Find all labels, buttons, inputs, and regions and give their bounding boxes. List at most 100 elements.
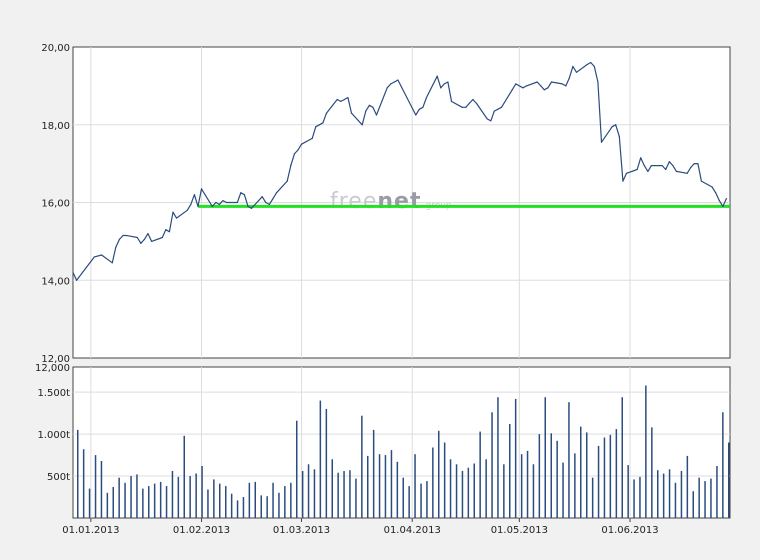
volume-bar <box>183 435 185 518</box>
price-point <box>268 203 270 206</box>
price-point <box>636 168 638 171</box>
price-point <box>143 238 146 241</box>
price-point <box>615 124 617 126</box>
volume-bar <box>432 447 434 518</box>
volume-bar <box>550 433 552 518</box>
volume-bar <box>520 454 523 518</box>
volume-bar <box>680 471 683 518</box>
price-point <box>511 89 513 91</box>
price-point <box>640 157 642 159</box>
price-point <box>622 180 624 182</box>
volume-bar <box>556 440 558 518</box>
volume-y-tick-label: 1.500t <box>37 388 70 399</box>
price-point <box>172 211 174 213</box>
x-tick-label: 01.06.2013 <box>601 525 658 536</box>
volume-bar <box>414 454 416 518</box>
price-point <box>340 100 342 103</box>
price-point <box>390 83 392 85</box>
price-point <box>697 163 699 165</box>
volume-bar <box>704 481 706 518</box>
volume-bar <box>532 464 535 518</box>
price-point <box>250 207 253 209</box>
price-point <box>515 83 517 85</box>
volume-bar <box>455 464 458 518</box>
volume-bar <box>177 476 180 518</box>
price-point <box>422 106 424 108</box>
price-point <box>240 192 242 194</box>
price-point <box>468 102 470 104</box>
price-point <box>418 108 420 110</box>
volume-bar <box>82 449 85 518</box>
volume-bar <box>88 488 91 518</box>
price-point <box>443 83 445 85</box>
price-point <box>597 81 599 83</box>
x-tick-label: 01.03.2013 <box>273 525 330 536</box>
volume-bar <box>242 497 245 518</box>
price-point <box>590 61 592 64</box>
volume-bar <box>195 473 197 518</box>
price-point <box>393 81 395 83</box>
price-point <box>286 180 288 182</box>
price-point <box>722 205 724 207</box>
volume-bar <box>290 482 292 518</box>
volume-bar <box>722 412 724 518</box>
price-point <box>611 126 613 128</box>
price-point <box>372 106 374 108</box>
volume-bar <box>278 492 280 518</box>
x-tick-label: 01.04.2013 <box>384 525 441 536</box>
volume-bar <box>461 471 464 518</box>
volume-bar <box>615 429 618 518</box>
volume-bar <box>384 455 387 518</box>
volume-bar <box>207 489 209 518</box>
volume-bar <box>100 461 103 518</box>
price-point <box>297 149 299 151</box>
volume-bar <box>657 470 659 518</box>
price-point <box>425 96 428 99</box>
price-point <box>361 124 363 126</box>
price-point <box>643 164 645 167</box>
volume-bar <box>159 481 162 518</box>
volume-bar <box>514 398 517 518</box>
volume-bar <box>662 473 665 518</box>
price-point <box>661 164 663 167</box>
price-point <box>236 201 238 204</box>
price-point <box>500 106 503 108</box>
volume-bar <box>503 464 505 518</box>
volume-bar <box>284 486 286 518</box>
price-point <box>568 77 570 79</box>
x-tick-label: 01.05.2013 <box>491 525 548 536</box>
volume-bar <box>621 397 623 518</box>
price-point <box>175 217 178 219</box>
volume-bar <box>485 459 487 518</box>
price-point <box>261 196 263 198</box>
volume-bar <box>266 496 268 518</box>
price-point <box>197 205 199 207</box>
price-point <box>347 96 349 99</box>
volume-bar <box>645 385 647 518</box>
price-point <box>168 231 171 233</box>
volume-bar <box>633 479 635 518</box>
volume-bar <box>597 445 600 518</box>
price-point <box>322 122 324 124</box>
price-point <box>290 164 292 167</box>
price-point <box>147 233 149 235</box>
volume-bar <box>473 463 475 518</box>
price-point <box>72 271 74 274</box>
volume-bar <box>337 472 339 518</box>
volume-bar <box>213 479 215 518</box>
price-point <box>472 98 474 101</box>
price-point <box>543 89 545 91</box>
price-point <box>386 87 388 89</box>
price-point <box>675 170 678 172</box>
volume-bar <box>189 476 191 518</box>
price-point <box>115 246 117 248</box>
price-y-tick-label: 18,00 <box>41 121 70 132</box>
price-point <box>397 79 399 81</box>
volume-bar <box>698 477 700 518</box>
volume-bar <box>331 459 333 518</box>
volume-plot-area <box>72 366 731 519</box>
price-point <box>718 199 720 202</box>
price-point <box>225 201 228 204</box>
price-y-tick-label: 14,00 <box>41 276 70 287</box>
price-point <box>586 63 588 66</box>
